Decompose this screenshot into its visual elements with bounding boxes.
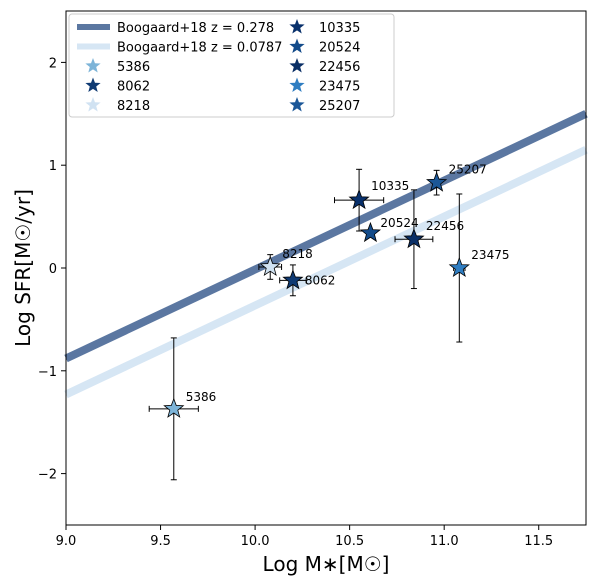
legend-box [68,13,395,118]
point-8218: 8218 [258,247,313,280]
legend-entry-1: Boogaard+18 z = 0.0787 [77,41,282,56]
point-8062: 8062 [279,264,336,297]
legend-star-swatch [289,19,305,34]
star-marker [426,171,448,192]
point-label: 25207 [449,163,487,177]
legend-label: 5386 [117,60,150,75]
point-5386: 5386 [148,337,217,481]
x-tick-label: 9.0 [56,534,77,549]
legend-star-swatch [85,77,101,92]
legend-entry-3: 8062 [85,77,150,95]
legend-entry-0: Boogaard+18 z = 0.278 [77,21,274,36]
point-label: 23475 [471,248,509,262]
legend-label: Boogaard+18 z = 0.278 [117,21,274,36]
x-tick-label: 10.0 [241,534,270,549]
legend-label: 8062 [117,80,150,95]
star-marker [163,397,185,418]
star-marker [403,228,425,249]
axis-ticks: 9.0 9.5 10.0 10.5 11.0 11.5 −2 −1 0 1 2 [38,56,553,549]
y-tick-label: 2 [49,56,57,71]
y-axis-label: Log SFR[M☉/yr] [11,189,35,347]
legend-entry-5: 10335 [289,19,360,36]
fit-line-0 [64,110,588,363]
x-axis-label: Log M∗[M☉] [263,552,390,576]
y-tick-label: −1 [38,365,57,380]
x-tick-label: 10.5 [335,534,364,549]
point-label: 8218 [282,247,313,261]
point-label: 10335 [371,179,409,193]
legend-star-swatch [289,97,305,112]
legend-entry-2: 5386 [85,58,150,75]
legend-label: 10335 [319,21,360,36]
star-marker [448,256,470,278]
legend-label: 23475 [319,80,360,95]
legend-entry-9: 25207 [289,97,360,114]
fit-lines [64,110,588,399]
y-tick-label: 1 [49,159,57,174]
star-marker [259,255,281,276]
star-marker [359,221,382,243]
fit-line-1 [64,146,588,399]
star-marker [282,269,304,290]
legend-label: 25207 [319,99,360,114]
point-label: 20524 [380,216,418,230]
point-label: 5386 [186,390,217,404]
legend-entry-4: 8218 [85,97,150,114]
legend-label: 20524 [319,41,360,56]
legend-star-swatch [85,97,101,112]
legend-star-swatch [289,58,305,73]
point-label: 8062 [305,273,336,287]
data-points: 5386 8062 8218 10335 20524 22456 23475 25207 [148,163,509,481]
star-marker [348,189,370,210]
x-tick-label: 11.5 [524,534,553,549]
point-22456: 22456 [394,189,464,290]
point-20524: 20524 [359,216,419,243]
legend-entry-8: 23475 [289,77,360,95]
x-tick-label: 11.0 [430,534,459,549]
legend-label: 22456 [319,60,360,75]
x-tick-label: 9.5 [150,534,171,549]
point-23475: 23475 [448,193,509,343]
point-label: 22456 [426,219,464,233]
legend: Boogaard+18 z = 0.278 Boogaard+18 z = 0.0… [68,13,395,118]
legend-star-swatch [85,58,101,73]
legend-star-swatch [289,38,305,53]
legend-label: Boogaard+18 z = 0.0787 [117,41,282,56]
point-25207: 25207 [426,163,487,196]
legend-star-swatch [289,77,305,92]
point-10335: 10335 [334,168,409,232]
legend-entry-6: 20524 [289,38,360,56]
legend-entry-7: 22456 [289,58,360,75]
y-tick-label: 0 [49,262,57,277]
legend-label: 8218 [117,99,150,114]
y-tick-label: −2 [38,468,57,483]
